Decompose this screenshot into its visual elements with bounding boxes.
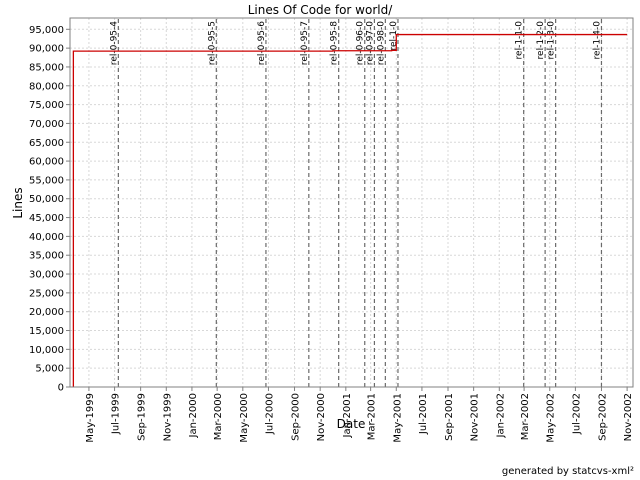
release-marker-label: rel-1-3-0 bbox=[547, 21, 557, 60]
y-tick-label: 85,000 bbox=[29, 62, 64, 73]
series bbox=[72, 33, 628, 387]
x-tick-label: Nov-2000 bbox=[316, 393, 327, 441]
y-tick-label: 55,000 bbox=[29, 175, 64, 186]
chart-title: Lines Of Code for world/ bbox=[248, 3, 393, 17]
grid bbox=[70, 18, 633, 388]
release-marker-label: rel-0-95-7 bbox=[300, 21, 310, 65]
y-tick-label: 20,000 bbox=[29, 307, 64, 318]
x-tick-label: Jan-2000 bbox=[188, 393, 199, 438]
x-tick-label: Mar-2000 bbox=[213, 393, 224, 440]
x-tick-label: Nov-2001 bbox=[470, 393, 481, 441]
y-tick-label: 80,000 bbox=[29, 81, 64, 92]
y-tick-label: 30,000 bbox=[29, 270, 64, 281]
x-tick-label: Jul-2000 bbox=[264, 393, 275, 435]
series-line bbox=[72, 33, 628, 387]
y-tick-label: 0 bbox=[58, 383, 64, 394]
release-marker-label: rel-1-2-0 bbox=[536, 21, 546, 60]
y-tick-label: 5,000 bbox=[35, 364, 64, 375]
y-tick-label: 25,000 bbox=[29, 288, 64, 299]
release-marker-label: rel-1-1-0 bbox=[515, 21, 525, 60]
release-marker-label: rel-0-95-5 bbox=[207, 21, 217, 65]
y-tick-label: 15,000 bbox=[29, 326, 64, 337]
x-tick-label: Sep-2001 bbox=[444, 393, 455, 441]
y-tick-label: 10,000 bbox=[29, 345, 64, 356]
y-tick-label: 90,000 bbox=[29, 44, 64, 55]
release-marker-label: rel-0-97-0 bbox=[365, 21, 375, 65]
y-tick-label: 70,000 bbox=[29, 119, 64, 130]
y-tick-label: 40,000 bbox=[29, 232, 64, 243]
x-tick-label: Jul-2001 bbox=[418, 393, 429, 435]
x-tick-label: Sep-2002 bbox=[597, 393, 608, 441]
y-tick-label: 45,000 bbox=[29, 213, 64, 224]
y-axis-label: Lines bbox=[11, 187, 25, 218]
release-marker-label: rel-1-0 bbox=[389, 21, 399, 51]
x-tick-label: Mar-2002 bbox=[520, 393, 531, 440]
x-tick-label: Nov-1999 bbox=[162, 393, 173, 441]
y-tick-label: 95,000 bbox=[29, 25, 64, 36]
y-tick-label: 50,000 bbox=[29, 194, 64, 205]
x-tick-label: Nov-2002 bbox=[623, 393, 634, 441]
x-tick-label: May-2002 bbox=[546, 393, 557, 443]
x-tick-label: Jul-2002 bbox=[571, 393, 582, 435]
x-tick-label: Mar-2001 bbox=[367, 393, 378, 440]
y-tick-label: 75,000 bbox=[29, 100, 64, 111]
release-marker-label: rel-1-4-0 bbox=[592, 21, 602, 60]
y-tick-label: 60,000 bbox=[29, 157, 64, 168]
release-marker-label: rel-0-95-8 bbox=[330, 21, 340, 65]
y-tick-label: 35,000 bbox=[29, 251, 64, 262]
x-tick-label: May-2000 bbox=[239, 393, 250, 443]
x-tick-label: Jul-1999 bbox=[111, 393, 122, 435]
release-markers: rel-0-95-4 rel-0-95-5 rel-0-95-6 rel-0-95-7… bbox=[109, 19, 602, 387]
x-tick-label: Sep-2000 bbox=[291, 393, 302, 441]
x-tick-label: Jan-2002 bbox=[495, 393, 506, 438]
x-tick-label: Sep-1999 bbox=[137, 393, 148, 441]
release-marker-label: rel-0-98-0 bbox=[376, 21, 386, 65]
release-marker-label: rel-0-95-4 bbox=[109, 21, 119, 65]
x-tick-label: May-1999 bbox=[85, 393, 96, 443]
release-marker-label: rel-0-95-6 bbox=[257, 21, 267, 65]
plot-frame bbox=[69, 17, 634, 388]
generator-credit: generated by statcvs-xml² bbox=[502, 466, 634, 477]
x-tick-label: May-2001 bbox=[392, 393, 403, 443]
release-marker-label: rel-0-96-0 bbox=[356, 21, 366, 65]
x-tick-label: Jan-2001 bbox=[342, 393, 353, 438]
y-axis-ticks: 0 5,000 10,000 15,000 20,000 25,000 30,000 35,0… bbox=[29, 25, 70, 394]
x-axis-label: Date bbox=[337, 417, 366, 431]
x-axis-ticks: May-1999 Jul-1999 Sep-1999 Nov-1999 Jan-2000… bbox=[85, 387, 634, 443]
y-tick-label: 65,000 bbox=[29, 138, 64, 149]
